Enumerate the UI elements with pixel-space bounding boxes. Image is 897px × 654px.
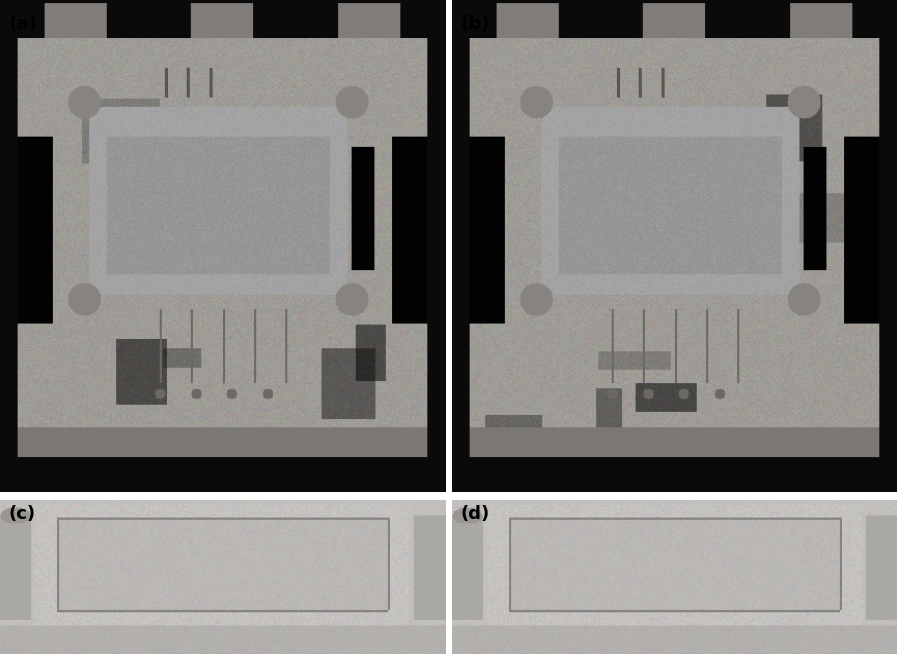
- Text: (c): (c): [9, 505, 36, 523]
- Text: (a): (a): [9, 15, 38, 33]
- Text: (b): (b): [461, 15, 490, 33]
- Text: (d): (d): [461, 505, 490, 523]
